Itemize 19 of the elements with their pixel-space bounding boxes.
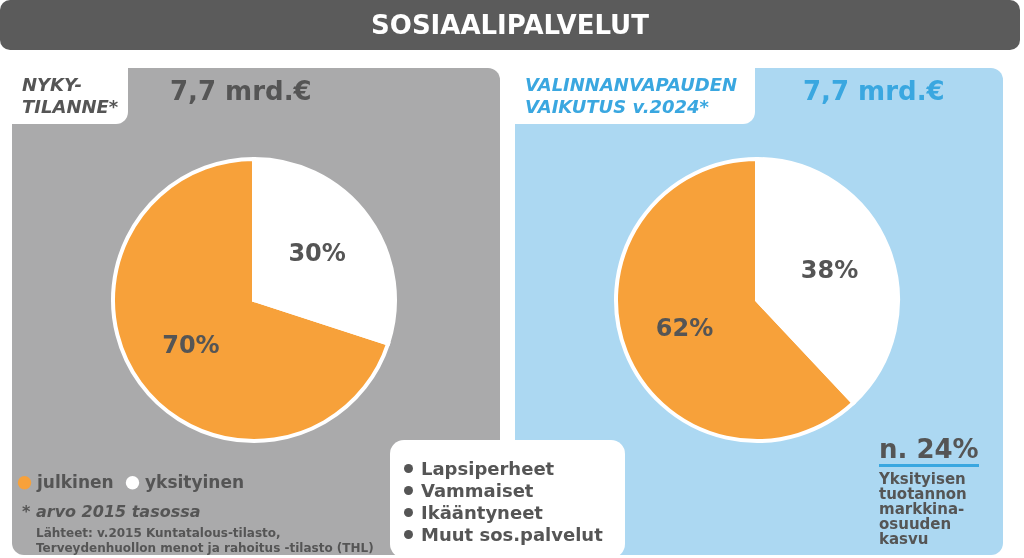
text: Vammaiset	[421, 480, 534, 501]
text: SOSIAALIPALVELUT	[0, 0, 1020, 50]
text: Muut sos.palvelut	[421, 524, 603, 545]
data-label: 38%	[800, 256, 859, 285]
legend-label: julkinen	[36, 471, 114, 492]
data-label: 30%	[288, 239, 346, 268]
data-label: 62%	[655, 313, 714, 342]
chart-title: VALINNANVAPAUDEN VAIKUTUS v.2024*	[515, 68, 755, 124]
text: * arvo 2015 tasossa	[22, 502, 201, 521]
chart-subtitle: 7,7 mrd.€	[170, 76, 312, 106]
text: Ikääntyneet	[421, 502, 543, 523]
text: Yksityisen tuotannon markkina-osuuden kasvu	[879, 470, 968, 548]
text: n. 24%	[879, 434, 979, 467]
chart-subtitle: 7,7 mrd.€	[803, 76, 945, 106]
chart-title: NYKY-TILANNE*	[12, 68, 128, 124]
data-label: 70%	[162, 330, 220, 359]
legend-label: yksityinen	[145, 471, 245, 492]
text: Lähteet: v.2015 Kuntatalous-tilasto, Terveydenhuollon menot ja rahoitus -tilasto (THL)	[36, 526, 374, 556]
text: Lapsiperheet	[421, 458, 555, 479]
